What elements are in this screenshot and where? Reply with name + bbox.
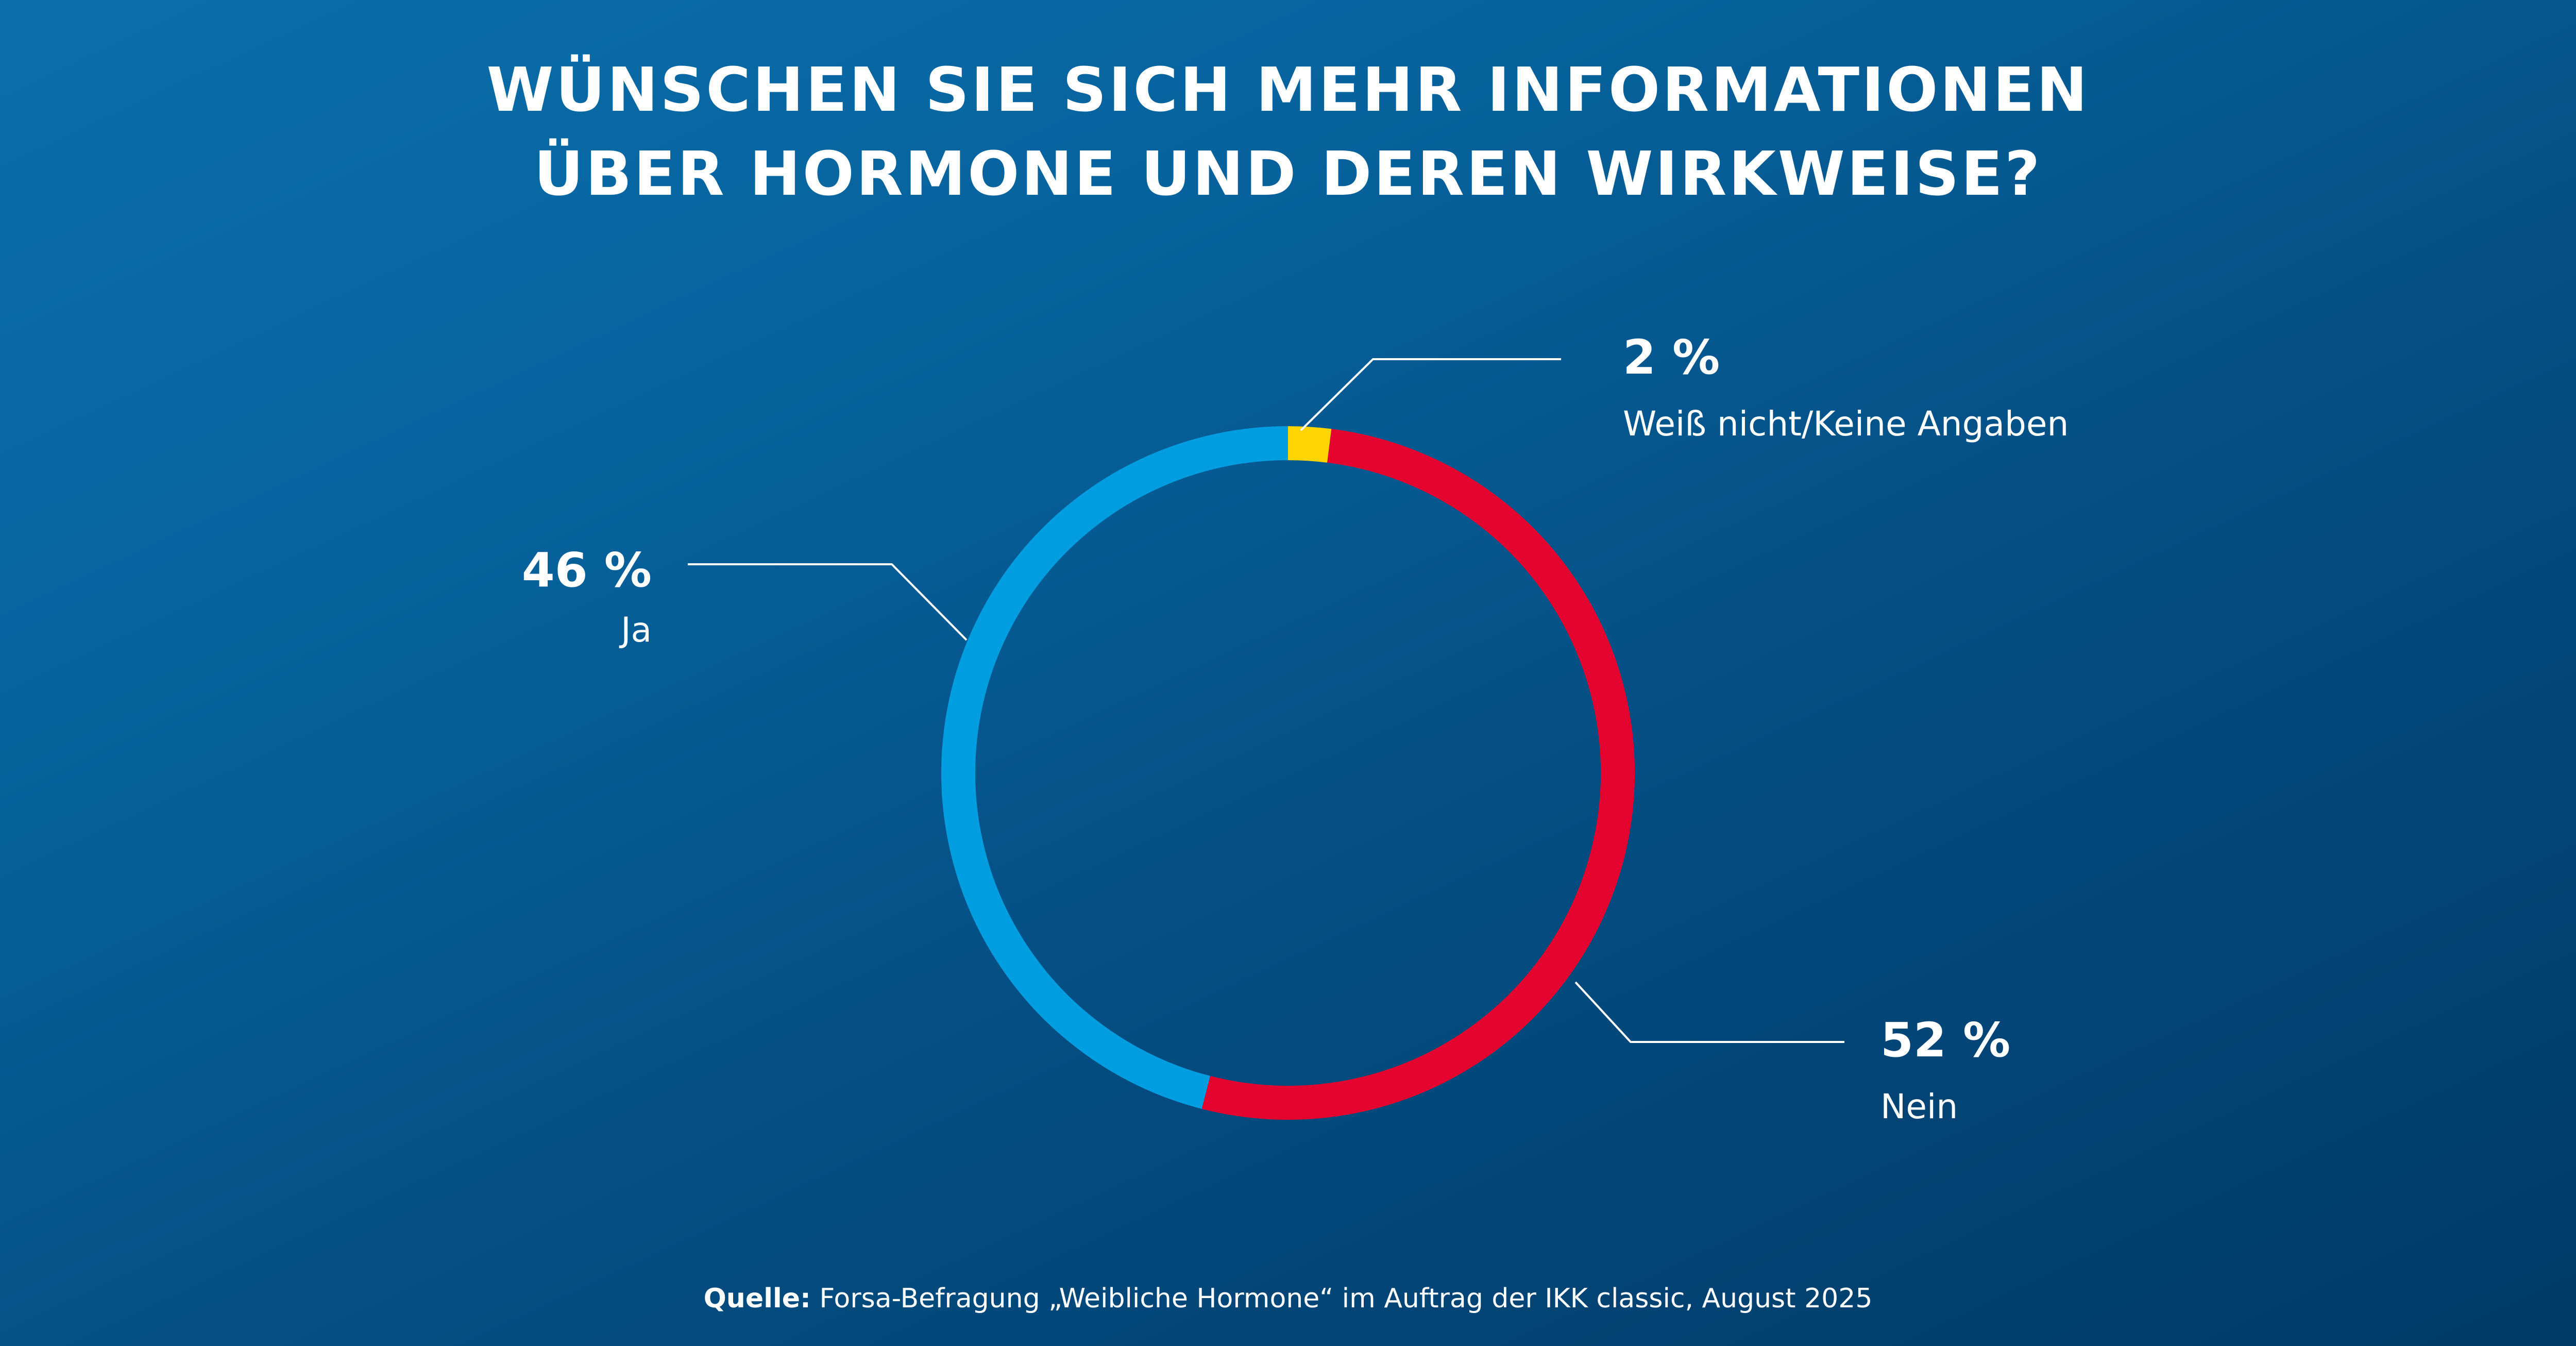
donut-ring [941, 426, 1635, 1120]
chart-title-line-2: ÜBER HORMONE UND DEREN WIRKWEISE? [534, 138, 2042, 209]
value-label-ja: 46 % [522, 543, 652, 598]
value-label-nein: 52 % [1880, 1013, 2010, 1068]
donut-segment-weiss-nicht [1287, 426, 1332, 463]
donut-segment-ja [941, 426, 1289, 1109]
leader-line-nein [1574, 981, 1844, 1043]
source-text: Forsa-Befragung „Weibliche Hormone“ im A… [811, 1283, 1873, 1314]
donut-segment-nein [1201, 429, 1635, 1120]
category-label-nein: Nein [1880, 1087, 1958, 1126]
leader-line-ja [688, 563, 968, 641]
category-label-weiss-nicht: Weiß nicht/Keine Angaben [1623, 404, 2069, 444]
category-label-ja: Ja [619, 610, 652, 650]
source-label: Quelle: [704, 1283, 811, 1314]
source-note: Quelle: Forsa-Befragung „Weibliche Hormo… [704, 1283, 1873, 1314]
chart-title-line-1: WÜNSCHEN SIE SICH MEHR INFORMATIONEN [487, 54, 2090, 125]
value-label-weiss-nicht: 2 % [1623, 330, 1720, 385]
leader-line-weiss-nicht [1300, 358, 1561, 431]
